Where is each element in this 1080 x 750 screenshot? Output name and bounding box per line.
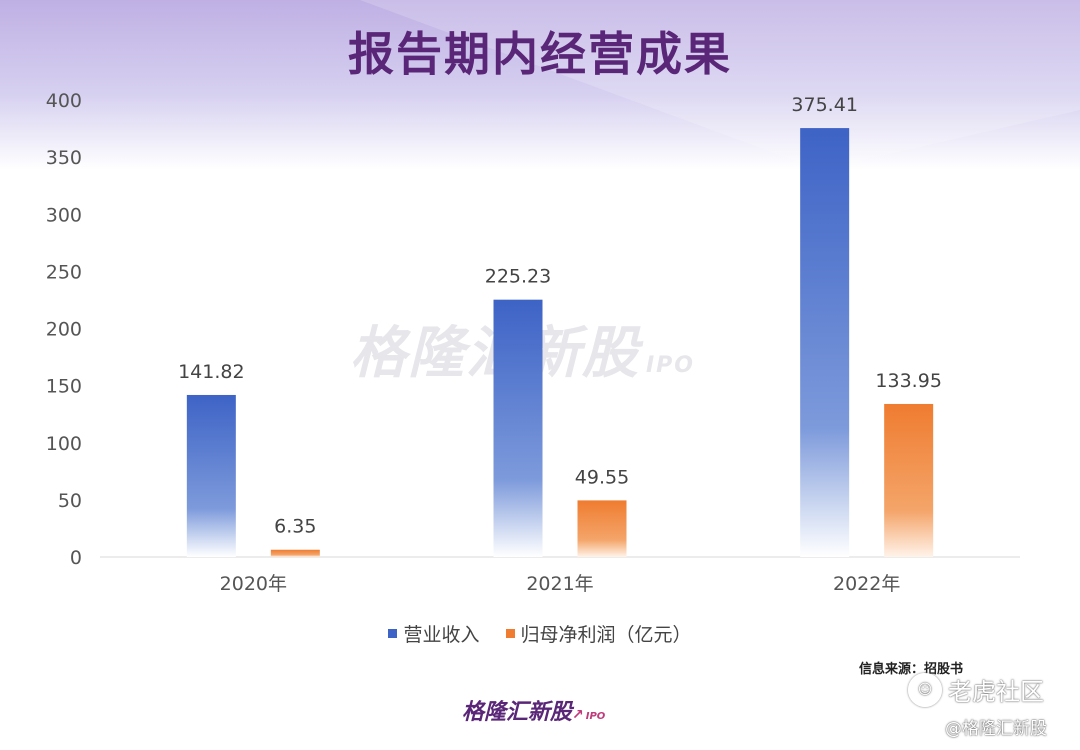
bars bbox=[186, 128, 934, 558]
bar-revenue[interactable] bbox=[493, 299, 543, 557]
y-tick-label: 150 bbox=[46, 376, 82, 398]
handle-watermark: @格隆汇新股 bbox=[945, 719, 1047, 739]
y-tick-label: 0 bbox=[70, 547, 82, 569]
brand-logo-text: 格隆汇新股 bbox=[462, 700, 573, 725]
brand-logo-ipo: IPO bbox=[585, 711, 606, 722]
y-tick-label: 400 bbox=[46, 90, 82, 112]
legend-item-revenue[interactable]: 营业收入 bbox=[388, 620, 480, 647]
bar-revenue[interactable] bbox=[800, 128, 850, 558]
bar-profit[interactable] bbox=[270, 549, 320, 557]
data-label-revenue: 375.41 bbox=[791, 94, 857, 116]
bar-chart: 0 50 100 150 200 250 300 350 400 2020年 2021年 2022年… bbox=[46, 90, 1020, 595]
trend-arrow-icon: ↗ bbox=[572, 707, 584, 723]
y-tick-label: 250 bbox=[46, 261, 82, 283]
x-tick-label: 2020年 bbox=[220, 573, 287, 595]
legend-label-profit: 归母净利润（亿元） bbox=[520, 624, 692, 646]
tiger-watermark-text: 老虎社区 bbox=[948, 678, 1044, 706]
y-tick-label: 350 bbox=[46, 147, 82, 169]
y-tick-label: 50 bbox=[58, 490, 82, 512]
chart-title: 报告期内经营成果 bbox=[348, 27, 732, 81]
y-tick-label: 300 bbox=[46, 204, 82, 226]
header-background bbox=[0, 0, 1080, 170]
tiger-community-watermark: ☺ 老虎社区 bbox=[908, 672, 1044, 707]
data-label-profit: 133.95 bbox=[875, 370, 941, 392]
bar-profit[interactable] bbox=[884, 403, 934, 557]
y-tick-label: 100 bbox=[46, 433, 82, 455]
data-label-revenue: 225.23 bbox=[485, 266, 551, 288]
legend-label-revenue: 营业收入 bbox=[403, 624, 480, 646]
center-watermark-ipo: IPO bbox=[646, 353, 696, 378]
value-labels: 141.82 6.35 225.23 49.55 375.41 133.95 bbox=[178, 94, 942, 538]
y-tick-label: 200 bbox=[46, 319, 82, 341]
legend-item-profit[interactable]: 归母净利润（亿元） bbox=[505, 620, 692, 647]
legend: 营业收入 归母净利润（亿元） bbox=[0, 620, 1080, 647]
data-label-profit: 6.35 bbox=[274, 516, 316, 538]
y-axis: 0 50 100 150 200 250 300 350 400 bbox=[46, 90, 82, 569]
data-label-revenue: 141.82 bbox=[178, 361, 244, 383]
legend-swatch-profit bbox=[505, 629, 515, 638]
brand-logo: 格隆汇新股↗ IPO bbox=[462, 694, 605, 726]
data-label-profit: 49.55 bbox=[575, 466, 629, 488]
tiger-logo-icon: ☺ bbox=[908, 672, 942, 707]
bar-revenue[interactable] bbox=[186, 394, 236, 557]
x-axis: 2020年 2021年 2022年 bbox=[100, 556, 1020, 595]
x-tick-label: 2022年 bbox=[833, 573, 900, 595]
x-tick-label: 2021年 bbox=[526, 573, 593, 595]
bar-profit[interactable] bbox=[577, 500, 627, 557]
legend-swatch-revenue bbox=[388, 629, 398, 638]
source-note: 信息来源：招股书 bbox=[859, 662, 964, 677]
